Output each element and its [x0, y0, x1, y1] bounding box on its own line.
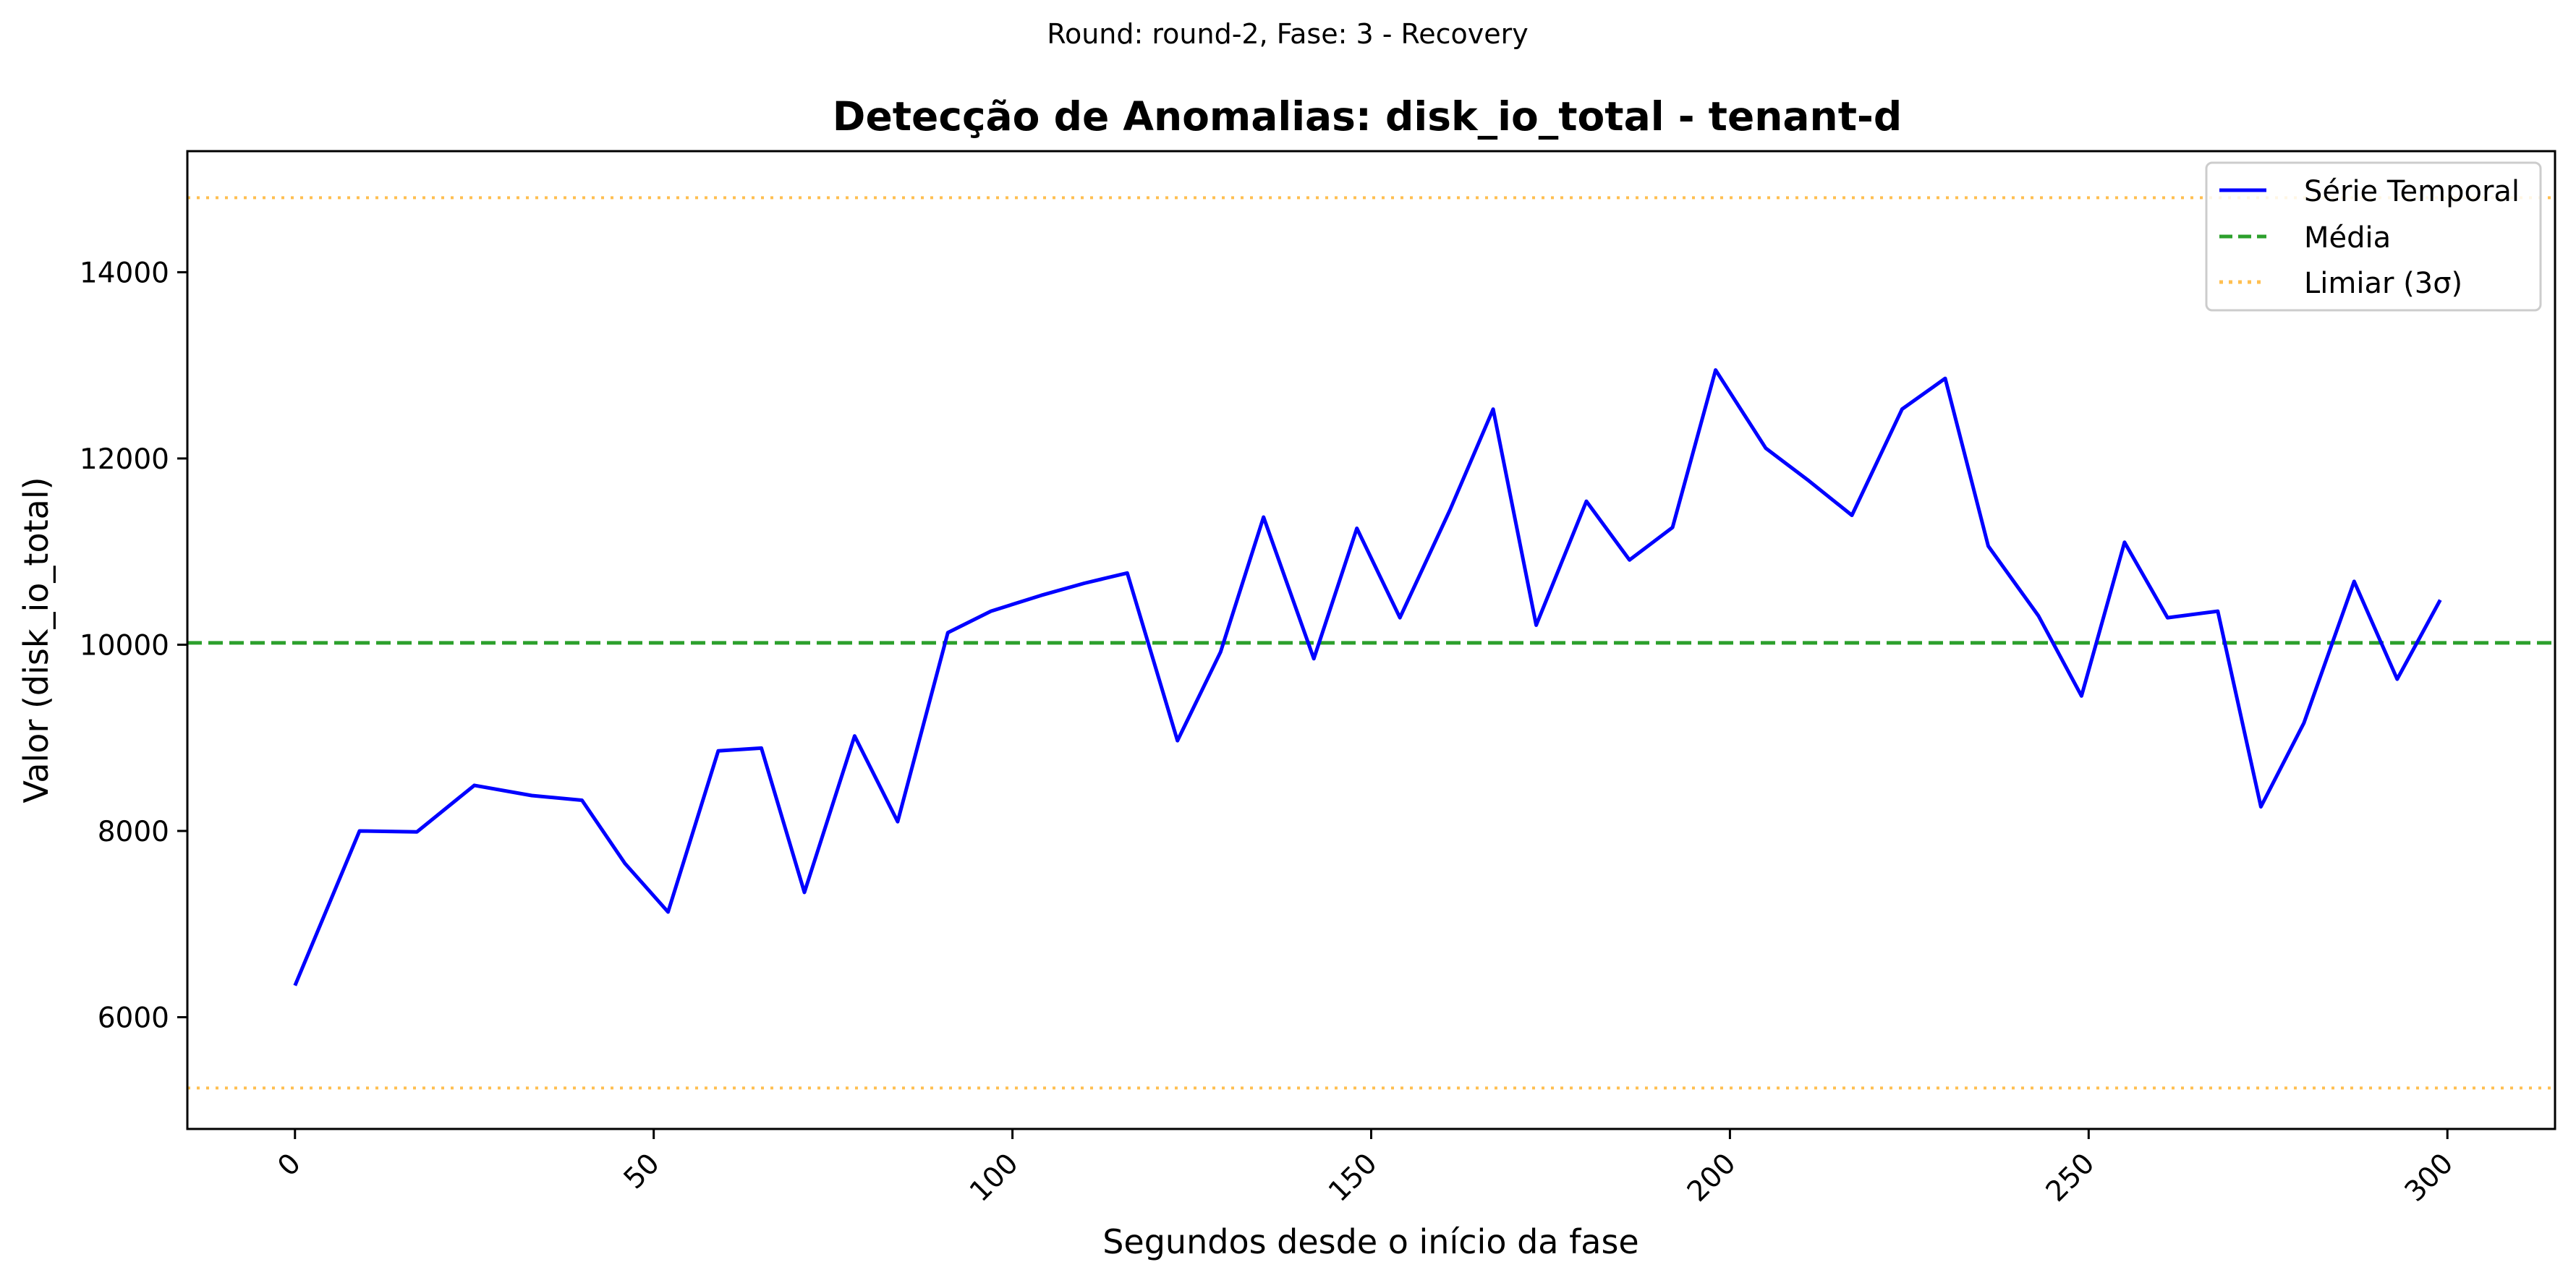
x-tick-label: 100: [964, 1147, 1024, 1208]
legend: Série Temporal Média Limiar (3σ): [2205, 161, 2542, 312]
y-axis-label: Valor (disk_io_total): [17, 477, 56, 803]
chart-title: Detecção de Anomalias: disk_io_total - t…: [833, 93, 1902, 140]
x-tick-label: 50: [618, 1147, 666, 1195]
x-tick-label: 150: [1322, 1147, 1383, 1208]
legend-label-serie-temporal: Série Temporal: [2304, 175, 2520, 208]
x-tick-label: 300: [2399, 1147, 2460, 1208]
x-axis-label: Segundos desde o início da fase: [1102, 1222, 1639, 1261]
plot-area: [187, 196, 2555, 1090]
series-line-serie-temporal: [293, 368, 2442, 986]
y-tick-label: 12000: [80, 443, 169, 476]
y-tick-label: 10000: [80, 629, 169, 662]
legend-label-limiar: Limiar (3σ): [2304, 267, 2462, 300]
chart-suptitle: Round: round-2, Fase: 3 - Recovery: [1047, 18, 1528, 50]
y-tick-label: 6000: [98, 1002, 169, 1034]
y-tick-label: 8000: [98, 816, 169, 848]
x-tick-label: 0: [271, 1147, 307, 1182]
y-axis-ticks: 6000 8000 10000 12000 14000: [80, 257, 187, 1034]
axes-frame: [186, 150, 2556, 1130]
x-tick-label: 250: [2040, 1147, 2101, 1208]
legend-label-media: Média: [2304, 221, 2391, 255]
x-axis-ticks: 0 50 100 150 200 250 300: [271, 1129, 2460, 1209]
x-tick-label: 200: [1681, 1147, 1742, 1208]
legend-frame: [2205, 161, 2542, 312]
y-tick-label: 14000: [80, 257, 169, 289]
